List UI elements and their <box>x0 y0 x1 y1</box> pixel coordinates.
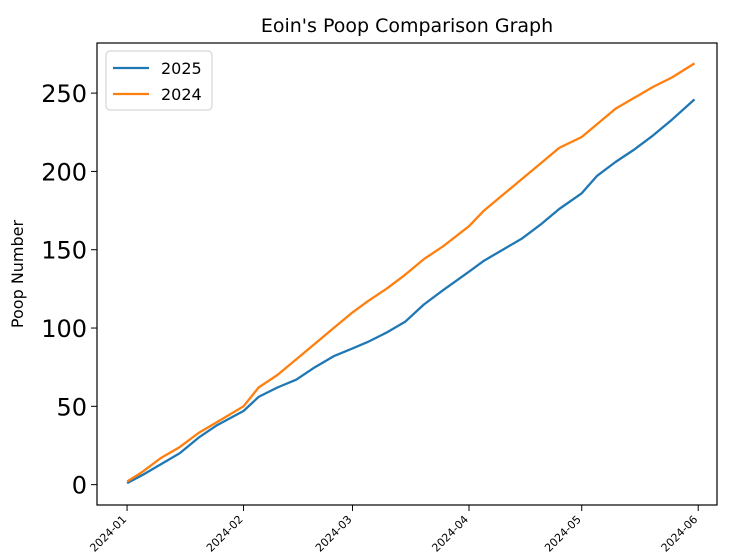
x-tick-label: 2024-06 <box>659 513 701 555</box>
plot-frame <box>96 42 718 506</box>
legend-label-2025: 2025 <box>161 59 202 78</box>
legend-box <box>105 50 213 111</box>
legend: 2025 2024 <box>105 50 213 111</box>
tick-layer: 0 50 100 150 200 250 2024-01 2024-02 2024-03 2024… <box>41 80 700 555</box>
y-tick-label: 150 <box>41 237 87 265</box>
series-line-2024 <box>126 62 696 483</box>
x-tick-label: 2024-05 <box>542 513 584 555</box>
legend-label-2024: 2024 <box>161 85 202 104</box>
series-layer <box>126 62 696 485</box>
x-tick-label: 2024-03 <box>313 513 355 555</box>
y-tick-label: 100 <box>41 315 87 343</box>
y-tick-label: 250 <box>41 80 87 108</box>
y-axis-label: Poop Number <box>8 219 27 328</box>
chart-title: Eoin's Poop Comparison Graph <box>261 15 553 37</box>
x-tick-label: 2024-01 <box>87 513 129 555</box>
y-tick-label: 200 <box>41 158 87 186</box>
x-tick-label: 2024-02 <box>204 513 246 555</box>
series-line-2025 <box>126 98 696 485</box>
y-tick-label: 50 <box>56 393 87 421</box>
y-tick-label: 0 <box>72 472 87 500</box>
x-tick-label: 2024-04 <box>429 513 471 555</box>
